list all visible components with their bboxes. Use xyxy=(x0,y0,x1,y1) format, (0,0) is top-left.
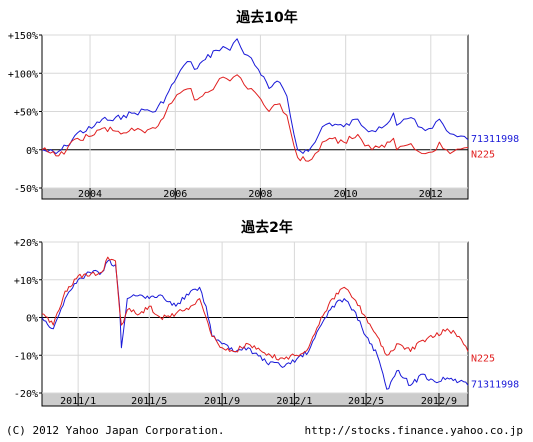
x-tick-label: 2011/1 xyxy=(60,396,96,407)
y-tick-label: +100% xyxy=(8,69,38,80)
x-tick-label: 2012 xyxy=(419,189,443,200)
copyright-text: (C) 2012 Yahoo Japan Corporation. xyxy=(6,424,225,437)
y-tick-label: +150% xyxy=(8,31,38,42)
y-tick-label: 0% xyxy=(26,314,38,325)
x-tick-label: 2012/1 xyxy=(276,396,312,407)
y-tick-label: -10% xyxy=(14,351,38,362)
x-tick-label: 2008 xyxy=(248,189,272,200)
x-tick-label: 2006 xyxy=(163,189,187,200)
chart-title: 過去2年 xyxy=(240,219,293,236)
y-tick-label: +20% xyxy=(14,238,38,249)
chart-title: 過去10年 xyxy=(235,9,297,26)
x-tick-label: 2012/5 xyxy=(348,396,384,407)
y-tick-label: +50% xyxy=(14,108,38,119)
fund-series-line xyxy=(41,259,469,390)
fund-series-label: 71311998 xyxy=(471,134,519,145)
index-series-label: N225 xyxy=(471,149,495,160)
y-tick-label: -20% xyxy=(14,389,38,400)
x-tick-label: 2010 xyxy=(334,189,358,200)
x-axis-band xyxy=(41,392,469,407)
x-tick-label: 2004 xyxy=(78,189,102,200)
index-series-line xyxy=(41,256,469,361)
x-tick-label: 2011/5 xyxy=(131,396,167,407)
y-tick-label: +10% xyxy=(14,276,38,287)
fund-series-line xyxy=(41,38,469,155)
plot-area xyxy=(41,34,469,200)
source-url-link[interactable]: http://stocks.finance.yahoo.co.jp xyxy=(304,424,523,437)
x-tick-label: 2011/9 xyxy=(204,396,240,407)
index-series-label: N225 xyxy=(471,353,495,364)
y-tick-label: -50% xyxy=(14,184,38,195)
x-tick-label: 2012/9 xyxy=(421,396,457,407)
fund-series-label: 71311998 xyxy=(471,379,519,390)
y-tick-label: 0% xyxy=(26,146,38,157)
index-series-line xyxy=(41,74,469,162)
plot-area xyxy=(41,241,469,407)
